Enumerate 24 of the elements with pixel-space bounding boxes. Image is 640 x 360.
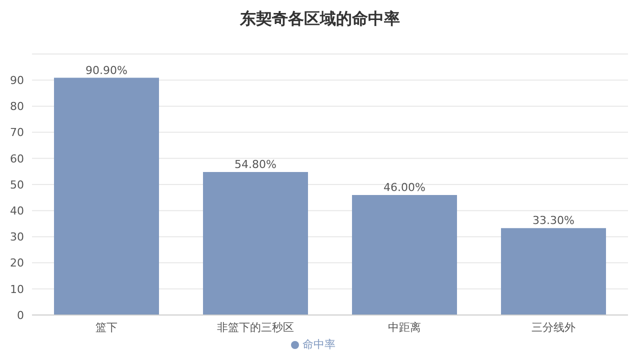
bar [203,172,308,315]
bar [352,194,457,315]
chart-title: 东契奇各区域的命中率 [239,8,401,30]
y-tick-label: 10 [10,282,24,296]
data-label: 46.00% [384,180,426,194]
y-tick-label: 90 [10,74,24,88]
x-tick-label: 中距离 [388,320,421,334]
x-tick-label: 篮下 [96,320,118,334]
y-tick-label: 0 [17,308,24,322]
y-tick-label: 20 [10,256,24,270]
data-label: 33.30% [532,214,574,228]
x-tick-label: 非篮下的三秒区 [217,320,294,334]
y-tick-label: 30 [10,230,24,244]
data-label: 54.80% [234,158,276,171]
y-tick-label: 60 [10,152,24,166]
x-tick-label: 三分线外 [532,320,576,334]
y-tick-label: 40 [10,204,24,218]
y-tick-label: 70 [10,126,24,140]
legend-label: 命中率 [302,338,336,351]
bar [54,78,159,315]
bar [501,228,606,315]
y-tick-label: 50 [10,178,24,192]
data-label: 90.90% [86,64,128,77]
y-tick-label: 80 [10,100,24,114]
